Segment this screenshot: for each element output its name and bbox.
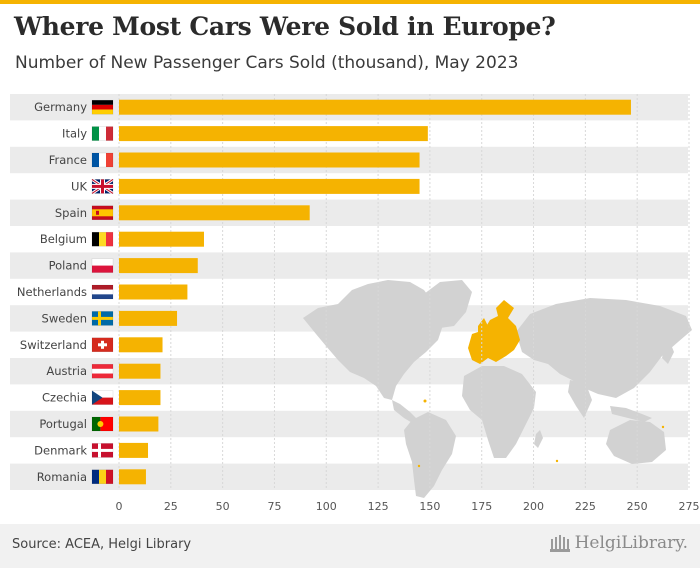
flag-poland-icon (91, 258, 114, 273)
bar-chart: Germany Italy France UK Spain Belgium Poland Ne… (10, 94, 700, 513)
x-tick-labels: 0 25 50 75 100 125 150 175 200 225 250 275 (116, 500, 700, 513)
flag-switzerland-icon (91, 337, 114, 353)
map-dot-caribbean (423, 399, 427, 403)
flag-uk-icon (91, 178, 114, 195)
category-label: Spain (55, 206, 87, 220)
bar-poland (119, 258, 198, 274)
map-asia (516, 298, 692, 398)
top-accent-bar (0, 0, 700, 4)
x-tick-label: 175 (471, 500, 492, 513)
flag-belgium-icon (91, 231, 114, 247)
map-greenland (424, 280, 472, 328)
map-dot-pacific (661, 425, 665, 429)
map-uk-highlight (478, 318, 488, 334)
map-central-america (392, 400, 418, 424)
bars (119, 99, 631, 485)
category-labels: Germany Italy France UK Spain Belgium Poland Ne… (17, 100, 88, 484)
category-label: Portugal (39, 417, 87, 431)
category-label: Switzerland (20, 338, 87, 352)
map-se-asia (610, 406, 652, 422)
x-tick-label: 150 (419, 500, 440, 513)
flag-denmark-icon (91, 443, 114, 458)
x-tick-label: 200 (523, 500, 544, 513)
footer: Source: ACEA, Helgi Library HelgiLibrary… (0, 524, 700, 568)
bar-denmark (119, 442, 149, 458)
bar-italy (119, 126, 428, 142)
category-label: Romania (37, 470, 87, 484)
x-tick-label: 25 (164, 500, 178, 513)
x-tick-label: 275 (679, 500, 700, 513)
bar-switzerland (119, 337, 163, 353)
map-dot-indian-ocean (555, 459, 559, 463)
map-japan (662, 342, 674, 364)
bar-romania (119, 469, 146, 485)
map-dot-atlantic (417, 464, 421, 468)
map-europe-highlight (468, 300, 520, 364)
x-tick-label: 225 (575, 500, 596, 513)
flag-spain-icon (91, 205, 114, 221)
logo-text: HelgiLibrary. (574, 533, 688, 553)
category-label: France (49, 153, 87, 167)
bar-netherlands (119, 284, 188, 300)
chart-title: Where Most Cars Were Sold in Europe? (14, 12, 556, 41)
flag-czechia-icon (91, 390, 114, 405)
category-label: Sweden (42, 311, 87, 325)
library-building-icon (549, 535, 570, 552)
category-label: UK (71, 179, 87, 193)
flag-romania-icon (91, 469, 114, 485)
map-madagascar (534, 430, 543, 448)
bar-germany (119, 99, 631, 115)
bar-czechia (119, 390, 161, 406)
bar-sweden (119, 310, 178, 326)
category-label: Poland (49, 259, 87, 273)
x-tick-label: 75 (267, 500, 281, 513)
chart-subtitle: Number of New Passenger Cars Sold (thous… (15, 53, 519, 73)
x-tick-label: 250 (627, 500, 648, 513)
bar-spain (119, 205, 310, 221)
bar-france (119, 152, 420, 168)
x-tick-label: 100 (316, 500, 337, 513)
map-africa (462, 366, 536, 458)
x-tick-label: 50 (216, 500, 230, 513)
map-north-america (303, 280, 444, 400)
category-label: Netherlands (17, 285, 87, 299)
flag-portugal-icon (91, 416, 114, 432)
flags (91, 99, 114, 485)
category-label: Germany (34, 100, 87, 114)
bar-austria (119, 363, 161, 379)
bar-belgium (119, 231, 204, 247)
category-label: Italy (62, 127, 87, 141)
flag-italy-icon (91, 126, 114, 141)
x-tick-label: 0 (116, 500, 123, 513)
category-label: Denmark (34, 443, 87, 457)
category-label: Czechia (42, 391, 87, 405)
map-india (568, 380, 592, 418)
flag-sweden-icon (91, 311, 114, 326)
bar-portugal (119, 416, 159, 432)
flag-austria-icon (91, 363, 114, 379)
source-note: Source: ACEA, Helgi Library (12, 537, 192, 552)
flag-france-icon (91, 152, 114, 168)
category-label: Austria (46, 364, 87, 378)
map-australia (606, 420, 666, 464)
helgi-library-logo[interactable]: HelgiLibrary. (549, 533, 688, 553)
flag-germany-icon (91, 99, 114, 115)
flag-netherlands-icon (91, 284, 114, 300)
x-tick-label: 125 (368, 500, 389, 513)
world-map (303, 280, 692, 498)
category-label: Belgium (40, 232, 87, 246)
bar-uk (119, 178, 420, 194)
